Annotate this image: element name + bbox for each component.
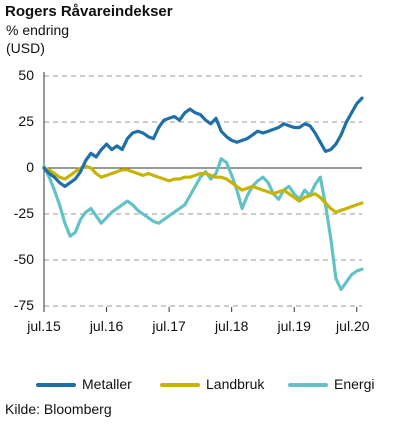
legend-label-metaller: Metaller [82,376,132,392]
y-tick-label: 25 [18,113,34,129]
legend-item-landbruk: Landbruk [160,376,264,392]
x-tick-label: jul.18 [214,318,249,334]
legend-swatch-metaller [36,383,76,388]
legend-label-energi: Energi [334,376,375,392]
x-tick-label: jul.20 [336,318,370,334]
y-tick-label: -25 [13,205,34,221]
legend-swatch-energi [288,383,328,388]
x-tick-label: jul.15 [27,318,61,334]
x-tick-label: jul.19 [277,318,311,334]
series-line-landbruk [42,164,364,214]
x-tick-label: jul.16 [89,318,124,334]
source-note: Kilde: Bloomberg [5,401,112,417]
chart-subtitle: % endring (USD) [6,22,70,56]
chart-title: Rogers Råvareindekser [5,3,173,20]
legend-label-landbruk: Landbruk [206,376,265,392]
legend-item-metaller: Metaller [36,376,132,392]
legend-swatch-landbruk [160,383,200,388]
legend-item-energi: Energi [288,376,374,392]
y-tick-label: -50 [13,251,34,267]
y-tick-label: 50 [18,67,34,83]
y-tick-label: -75 [13,297,34,313]
series-line-metaller [42,96,364,188]
y-tick-label: 0 [26,159,34,175]
x-tick-label: jul.17 [152,318,186,334]
series-line-energi [42,157,364,291]
